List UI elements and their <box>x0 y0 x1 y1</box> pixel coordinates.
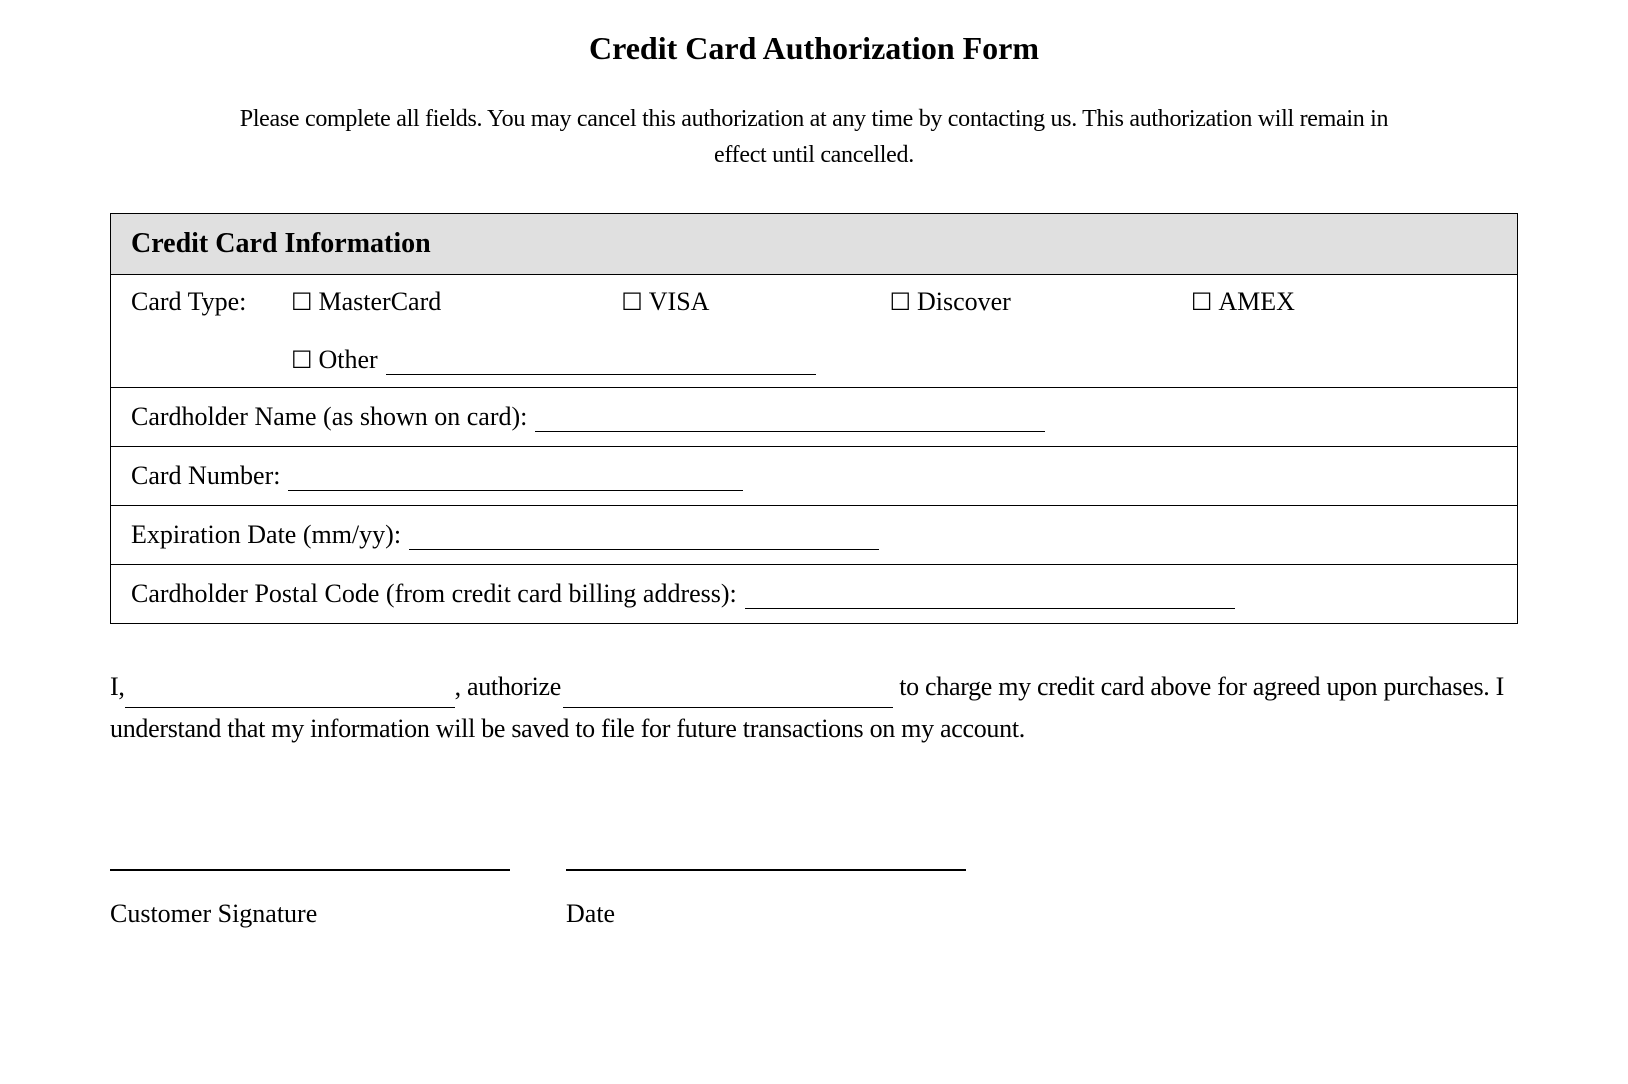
authorization-paragraph: I,, authorize to charge my credit card a… <box>110 666 1518 749</box>
date-line[interactable] <box>566 869 966 871</box>
auth-pre: I, <box>110 672 125 701</box>
option-other[interactable]: ☐ Other <box>291 345 378 375</box>
option-discover[interactable]: ☐ Discover <box>889 287 1010 317</box>
postal-input[interactable] <box>745 580 1235 609</box>
postal-label: Cardholder Postal Code (from credit card… <box>131 579 737 609</box>
other-input-line[interactable] <box>386 346 816 375</box>
postal-row: Cardholder Postal Code (from credit card… <box>111 565 1517 623</box>
cardholder-name-input[interactable] <box>535 403 1045 432</box>
checkbox-icon: ☐ <box>291 291 313 315</box>
checkbox-icon: ☐ <box>1191 291 1213 315</box>
option-label: VISA <box>649 287 710 317</box>
date-label: Date <box>566 899 966 929</box>
card-number-label: Card Number: <box>131 461 280 491</box>
option-mastercard[interactable]: ☐ MasterCard <box>291 287 441 317</box>
signature-row: Customer Signature Date <box>110 869 1518 929</box>
option-amex[interactable]: ☐ AMEX <box>1191 287 1295 317</box>
expiration-label: Expiration Date (mm/yy): <box>131 520 401 550</box>
auth-name-input[interactable] <box>125 679 455 708</box>
signature-line[interactable] <box>110 869 510 871</box>
intro-text: Please complete all fields. You may canc… <box>224 101 1404 173</box>
card-type-options: ☐ MasterCard ☐ VISA ☐ Discover ☐ AMEX <box>291 287 1497 317</box>
option-label: AMEX <box>1218 287 1295 317</box>
form-page: Credit Card Authorization Form Please co… <box>0 0 1628 1084</box>
signature-column: Customer Signature <box>110 869 510 929</box>
cardholder-name-row: Cardholder Name (as shown on card): <box>111 388 1517 447</box>
cardholder-name-label: Cardholder Name (as shown on card): <box>131 402 527 432</box>
expiration-row: Expiration Date (mm/yy): <box>111 506 1517 565</box>
card-type-label: Card Type: <box>131 287 291 317</box>
signature-label: Customer Signature <box>110 899 510 929</box>
auth-merchant-input[interactable] <box>563 679 893 708</box>
checkbox-icon: ☐ <box>621 291 643 315</box>
card-number-input[interactable] <box>288 462 743 491</box>
page-title: Credit Card Authorization Form <box>110 30 1518 67</box>
checkbox-icon: ☐ <box>889 291 911 315</box>
card-type-row: Card Type: ☐ MasterCard ☐ VISA ☐ Discove… <box>111 275 1517 388</box>
expiration-input[interactable] <box>409 521 879 550</box>
card-type-line2: ☐ Other <box>291 345 1497 375</box>
date-column: Date <box>566 869 966 929</box>
auth-mid: , authorize <box>455 672 561 701</box>
option-label: MasterCard <box>319 287 442 317</box>
card-number-row: Card Number: <box>111 447 1517 506</box>
checkbox-icon: ☐ <box>291 349 313 373</box>
option-label: Discover <box>917 287 1011 317</box>
card-info-table: Credit Card Information Card Type: ☐ Mas… <box>110 213 1518 624</box>
section-header: Credit Card Information <box>111 214 1517 275</box>
option-label: Other <box>319 345 378 375</box>
option-visa[interactable]: ☐ VISA <box>621 287 709 317</box>
card-type-line1: Card Type: ☐ MasterCard ☐ VISA ☐ Discove… <box>131 287 1497 317</box>
